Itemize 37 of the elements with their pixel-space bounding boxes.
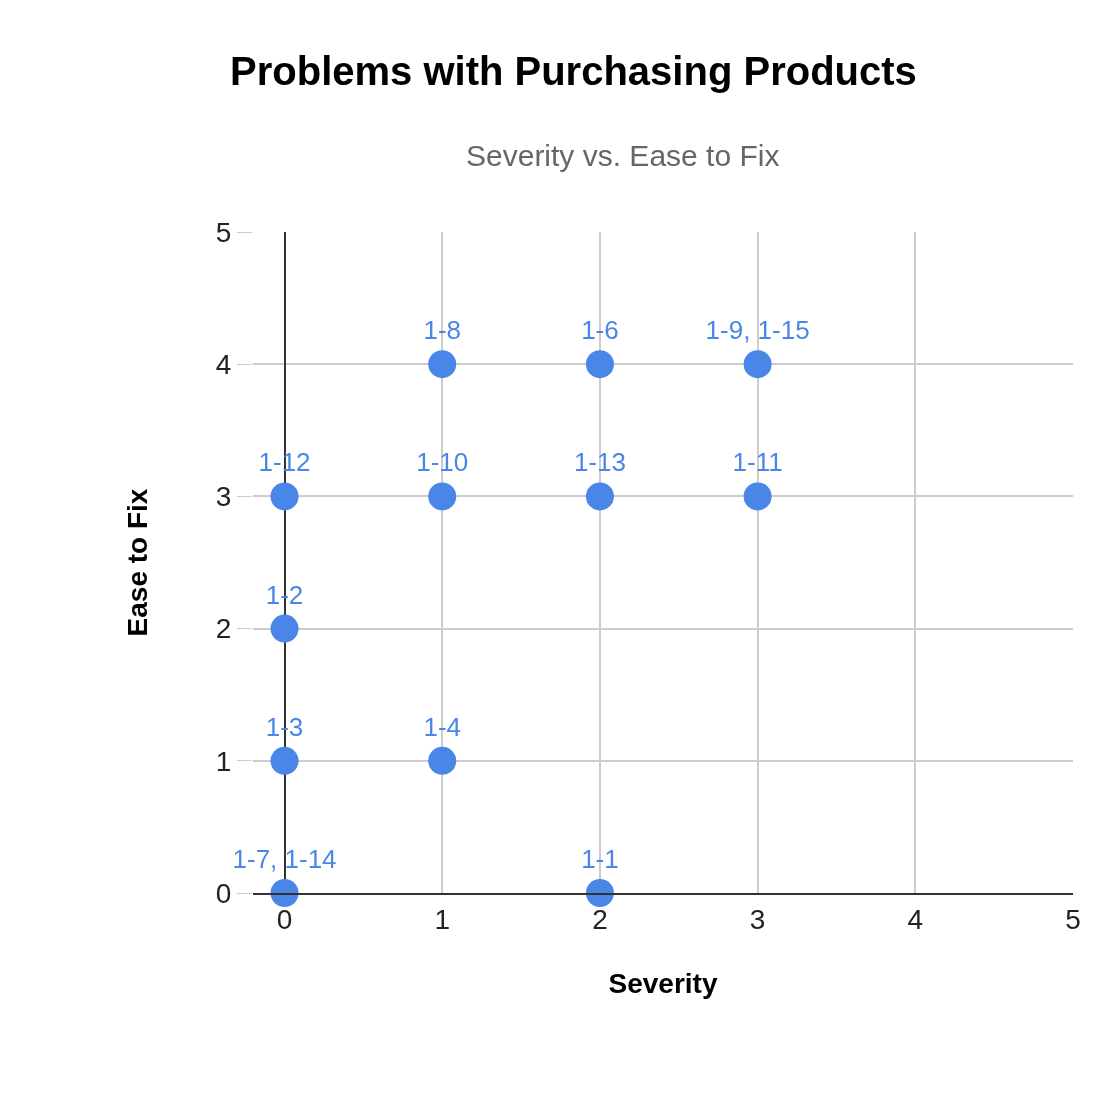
- y-tick-label: 2: [215, 613, 232, 645]
- data-label: 1-8: [423, 315, 462, 346]
- data-label: 1-11: [732, 447, 783, 478]
- point: [585, 350, 614, 379]
- x-axis-title: Severity: [608, 968, 718, 1000]
- point: [270, 746, 299, 775]
- point: [743, 350, 772, 379]
- data-label: 1-13: [573, 447, 626, 478]
- point: [270, 879, 299, 907]
- point: [428, 350, 457, 379]
- y-axis-title: Ease to Fix: [121, 488, 153, 637]
- point: [585, 879, 614, 907]
- data-label: 1-9, 1-15: [705, 315, 810, 346]
- data-label: 1-1: [581, 844, 619, 874]
- point: [270, 482, 299, 511]
- chart-subtitle: Severity vs. Ease to Fix: [466, 139, 780, 172]
- x-tick-label: 0: [276, 903, 293, 935]
- x-tick-label: 2: [592, 903, 608, 935]
- data-label: 1-6: [581, 315, 619, 346]
- x-tick-label: 4: [907, 903, 924, 935]
- x-tick-label: 1: [434, 903, 451, 935]
- data-label: 1-10: [416, 447, 469, 478]
- data-label: 1-4: [423, 711, 462, 742]
- data-label: 1-7, 1-14: [232, 844, 337, 874]
- point: [270, 614, 299, 643]
- y-tick-label: 0: [215, 877, 232, 909]
- chart-title: Problems with Purchasing Products: [230, 49, 917, 94]
- point: [428, 746, 457, 775]
- y-tick-label: 1: [215, 745, 232, 777]
- y-tick-label: 4: [215, 349, 232, 380]
- y-tick-label: 3: [215, 481, 232, 513]
- x-tick-label: 5: [1065, 903, 1081, 935]
- point: [743, 482, 772, 511]
- x-tick-label: 3: [749, 903, 766, 935]
- y-tick-label: 5: [215, 216, 232, 248]
- point: [585, 482, 614, 511]
- point: [428, 482, 457, 511]
